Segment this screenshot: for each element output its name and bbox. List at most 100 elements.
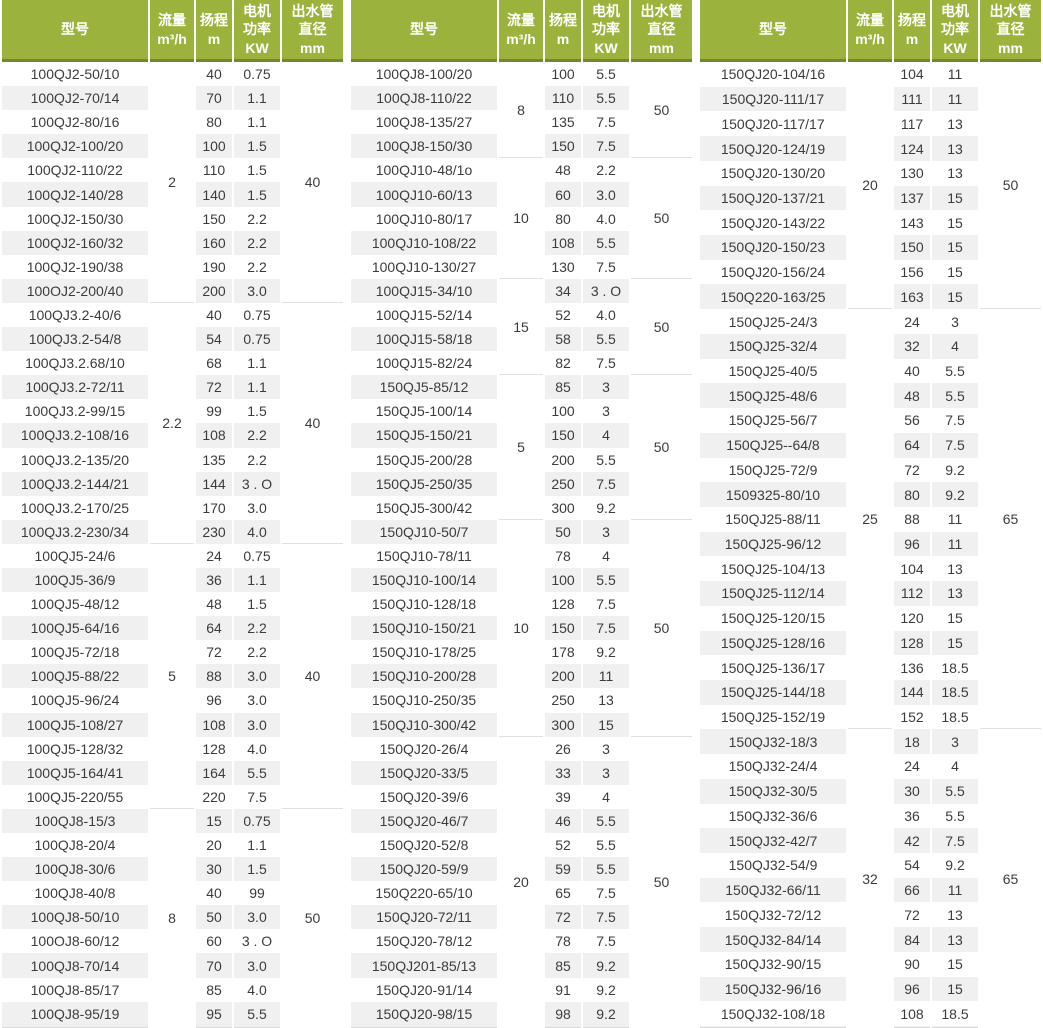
power-cell: 1.5 — [234, 857, 280, 882]
table-row: 150QJ20-104/16 20 104 11 50 — [700, 62, 1041, 310]
head-cell: 150 — [196, 206, 232, 231]
model-cell: 100QJ8-15/3 — [2, 808, 148, 833]
table-row: 150QJ25-144/18 144 18.5 — [700, 679, 1041, 705]
head-cell: 68 — [196, 351, 232, 376]
head-cell: 137 — [894, 185, 930, 211]
power-cell: 1.1 — [234, 110, 280, 135]
table-row: 150QJ32-30/5 30 5.5 — [700, 778, 1041, 804]
model-cell: 150QJ20-117/17 — [700, 111, 846, 137]
head-cell: 85 — [545, 953, 581, 978]
table-row: 100QJ10-48/1o 10 48 2.2 50 — [351, 158, 692, 279]
head-cell: 100 — [545, 399, 581, 424]
model-cell: 150QJ32-24/4 — [700, 754, 846, 779]
table-row: 150QJ20-117/17 117 13 — [700, 111, 1041, 137]
flow-merged-cell: 5 — [499, 375, 543, 520]
model-cell: 100QJ15-82/24 — [351, 351, 497, 376]
model-cell: 150QJ20-91/14 — [351, 977, 497, 1002]
table-row: 100QJ8-85/17 85 4.0 — [2, 977, 343, 1002]
head-cell: 50 — [196, 905, 232, 930]
dia-merged-cell: 50 — [631, 278, 692, 376]
table-row: 100QJ5-164/41 164 5.5 — [2, 760, 343, 785]
power-cell: 1.5 — [234, 182, 280, 207]
dia-merged-cell: 50 — [631, 736, 692, 1028]
model-cell: 150QJ25-112/14 — [700, 581, 846, 606]
model-cell: 100QJ15-34/10 — [351, 278, 497, 303]
pump-spec-table-1: 型号 流量 m³/h 扬程 m 电机 功率 KW 出水管 直径 mm 100QJ2-50/10 2 40… — [0, 0, 345, 1028]
head-cell: 111 — [894, 86, 930, 112]
model-cell: 150QJ32-96/16 — [700, 976, 846, 1002]
head-cell: 200 — [545, 447, 581, 472]
power-cell: 0.75 — [234, 327, 280, 352]
pump-spec-table-2: 型号 流量 m³/h 扬程 m 电机 功率 KW 出水管 直径 mm 100QJ8-100/20 8 1… — [349, 0, 694, 1028]
power-cell: 4 — [583, 784, 629, 809]
table-row: 100QJ3.2-144/21 144 3 . O — [2, 471, 343, 496]
table-row: 150QJ32-54/9 54 9.2 — [700, 853, 1041, 878]
power-cell: 1.1 — [234, 833, 280, 858]
model-cell: 100QJ8-150/30 — [351, 134, 497, 159]
model-cell: 100QJ2-150/30 — [2, 206, 148, 231]
model-cell: 100QJ8-40/8 — [2, 881, 148, 906]
table-row: 150QJ32-72/12 72 13 — [700, 902, 1041, 928]
table-row: 150QJ25-24/3 25 24 3 65 — [700, 309, 1041, 730]
table-row: 100QJ15-52/14 52 4.0 — [351, 302, 692, 328]
table-row: 100QJ2-70/14 70 1.1 — [2, 86, 343, 111]
head-cell: 300 — [545, 712, 581, 737]
table-row: 150QJ25-88/11 88 11 — [700, 506, 1041, 532]
model-cell: 150QJ25-72/9 — [700, 457, 846, 483]
model-cell: 100QJ5-64/16 — [2, 616, 148, 641]
power-cell: 7.5 — [583, 254, 629, 279]
model-cell: 150QJ5-300/42 — [351, 495, 497, 520]
model-cell: 150QJ20-150/23 — [700, 235, 846, 260]
head-cell: 150 — [545, 616, 581, 641]
model-cell: 100QJ5-220/55 — [2, 784, 148, 809]
table-row: 100QJ8-95/19 95 5.5 — [2, 1001, 343, 1028]
table-row: 100QJ8-100/20 8 100 5.5 50 — [351, 62, 692, 159]
head-cell: 135 — [196, 447, 232, 472]
dia-merged-cell: 50 — [631, 62, 692, 159]
head-cell: 164 — [196, 760, 232, 785]
model-cell: 100QJ8-30/6 — [2, 857, 148, 882]
head-cell: 80 — [545, 206, 581, 231]
model-cell: 150QJ25-120/15 — [700, 605, 846, 631]
head-cell: 108 — [545, 230, 581, 255]
power-cell: 4.0 — [234, 977, 280, 1002]
model-cell: 150QJ32-72/12 — [700, 902, 846, 928]
table-row: 100QJ15-34/10 15 34 3 . O 50 — [351, 278, 692, 376]
table-row: 150QJ25-72/9 72 9.2 — [700, 457, 1041, 483]
head-cell: 42 — [894, 828, 930, 853]
model-cell: 150QJ25-56/7 — [700, 408, 846, 433]
power-cell: 9.2 — [583, 953, 629, 978]
table-1-header: 型号 流量 m³/h 扬程 m 电机 功率 KW 出水管 直径 mm — [2, 0, 343, 62]
model-cell: 150QJ20-124/19 — [700, 136, 846, 161]
column-header-model: 型号 — [351, 0, 497, 62]
model-cell: 150QJ20-26/4 — [351, 736, 497, 761]
power-cell: 7.5 — [583, 110, 629, 135]
head-cell: 24 — [196, 543, 232, 568]
table-row: 150QJ201-85/13 85 9.2 — [351, 953, 692, 978]
table-row: 100QJ15-58/18 58 5.5 — [351, 327, 692, 352]
head-cell: 96 — [894, 976, 930, 1002]
power-cell: 18.5 — [932, 704, 978, 730]
flow-merged-cell: 10 — [499, 158, 543, 279]
head-cell: 88 — [196, 664, 232, 689]
power-cell: 15 — [583, 712, 629, 737]
table-row: 100QJ3.2-99/15 99 1.5 — [2, 399, 343, 424]
model-cell: 100QJ10-108/22 — [351, 230, 497, 255]
power-cell: 3 — [583, 399, 629, 424]
head-cell: 40 — [196, 62, 232, 87]
head-cell: 48 — [196, 592, 232, 617]
head-cell: 128 — [196, 736, 232, 761]
model-cell: 150QJ10-150/21 — [351, 616, 497, 641]
column-header-head: 扬程 m — [196, 0, 232, 62]
head-cell: 48 — [545, 158, 581, 183]
model-cell: 150QJ20-59/9 — [351, 857, 497, 882]
power-cell: 9.2 — [583, 1001, 629, 1028]
power-cell: 11 — [583, 664, 629, 689]
column-header-dia: 出水管 直径 mm — [282, 0, 343, 62]
head-cell: 40 — [196, 302, 232, 328]
model-cell: 150QJ20-39/6 — [351, 784, 497, 809]
table-row: 100QJ3.2-40/6 2.2 40 0.75 40 — [2, 302, 343, 544]
head-cell: 15 — [196, 808, 232, 833]
table-row: 150QJ25-56/7 56 7.5 — [700, 408, 1041, 433]
power-cell: 3.0 — [234, 688, 280, 713]
